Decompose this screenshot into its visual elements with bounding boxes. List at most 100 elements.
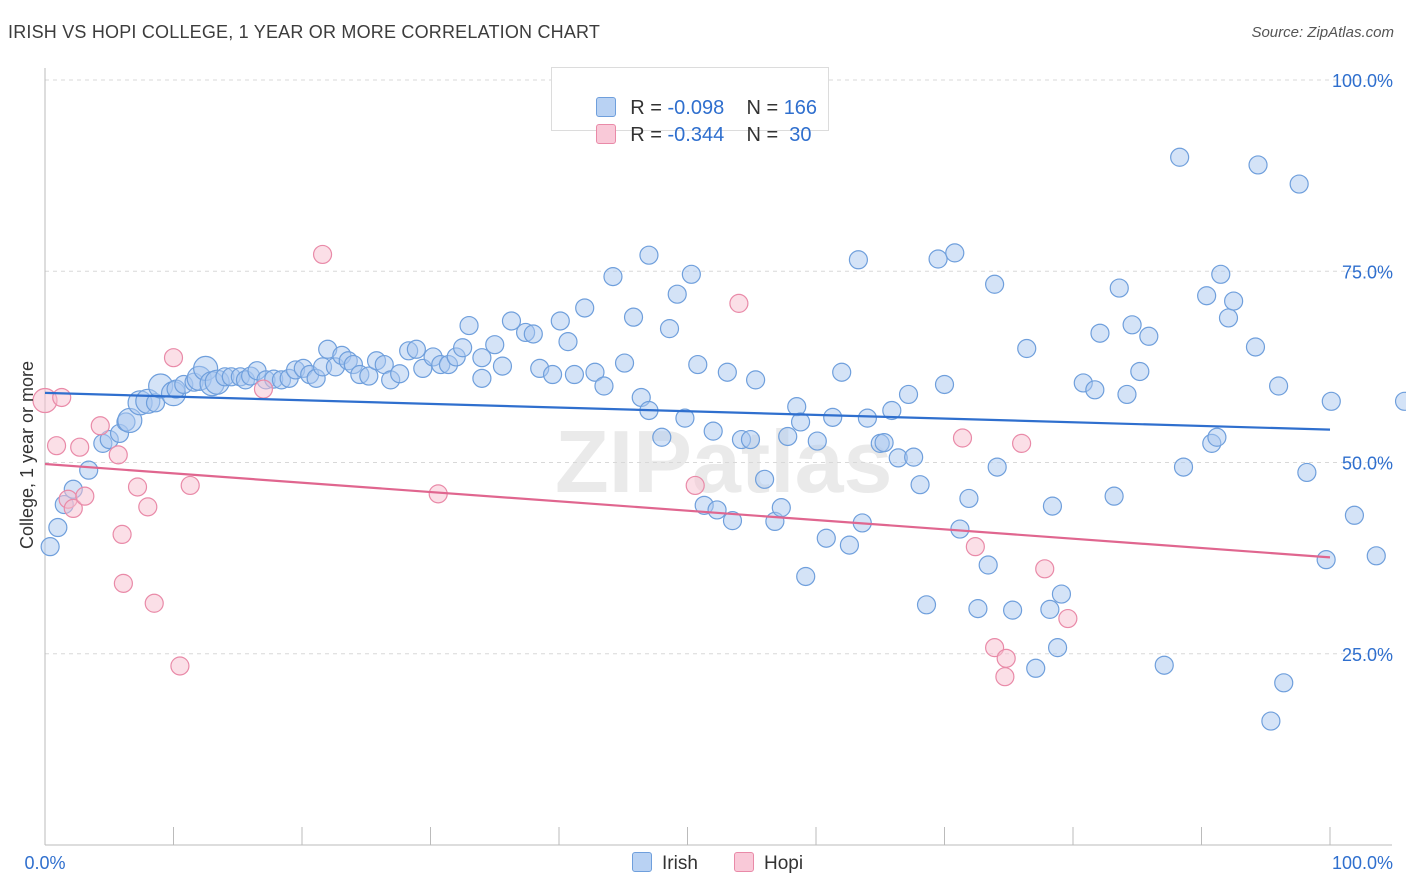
irish-point xyxy=(659,319,680,339)
hopi-point xyxy=(113,573,133,593)
hopi-point xyxy=(75,486,95,506)
hopi-point xyxy=(112,524,132,545)
hopi-point xyxy=(253,379,274,399)
irish-point xyxy=(904,447,924,467)
irish-point xyxy=(459,315,479,336)
hopi-point xyxy=(90,416,110,436)
hopi-point xyxy=(996,648,1016,668)
y-tick-label: 50.0% xyxy=(1342,454,1393,474)
correlation-legend: R = -0.098 N = 166 R = -0.344 N = 30 xyxy=(551,67,829,146)
irish-point xyxy=(585,362,605,382)
irish-point xyxy=(1090,323,1110,343)
y-tick-label: 25.0% xyxy=(1342,645,1393,665)
irish-point xyxy=(703,421,723,441)
irish-point xyxy=(985,274,1005,294)
irish-point xyxy=(675,408,695,428)
irish-point xyxy=(857,408,878,428)
irish-point xyxy=(1197,286,1217,306)
irish-point xyxy=(564,364,585,385)
irish-point xyxy=(453,338,473,358)
hopi-point xyxy=(144,593,164,613)
irish-point xyxy=(1122,315,1142,335)
irish-trend-line xyxy=(44,391,1331,431)
irish-point xyxy=(1017,338,1037,359)
irish-point xyxy=(1289,174,1309,194)
irish-point xyxy=(968,599,988,619)
irish-point xyxy=(492,356,513,376)
bottom-legend-hopi: Hopi xyxy=(734,852,803,875)
irish-point xyxy=(916,595,937,615)
hopi-point xyxy=(685,475,705,496)
irish-point xyxy=(1047,638,1068,658)
irish-point xyxy=(707,500,727,520)
legend-row-irish: R = -0.098 N = 166 xyxy=(574,74,817,119)
hopi-trend-line xyxy=(44,462,1331,559)
irish-point xyxy=(639,245,659,265)
irish-point xyxy=(652,427,672,447)
irish-point xyxy=(390,364,410,384)
irish-point xyxy=(882,400,902,421)
chart-title: IRISH VS HOPI COLLEGE, 1 YEAR OR MORE CO… xyxy=(8,22,601,42)
irish-point xyxy=(959,488,979,509)
hopi-point xyxy=(170,656,190,676)
irish-point xyxy=(1218,308,1239,328)
bottom-legend-irish: Irish xyxy=(632,852,698,875)
irish-point xyxy=(832,362,852,382)
irish-point xyxy=(1344,505,1365,525)
irish-point xyxy=(807,431,827,451)
irish-point xyxy=(667,284,687,304)
hopi-point xyxy=(180,475,200,496)
irish-point xyxy=(934,374,955,395)
irish-point xyxy=(945,243,965,263)
grid-lines xyxy=(45,79,1392,655)
irish-point xyxy=(823,407,843,427)
irish-point xyxy=(1085,380,1105,400)
hopi-point xyxy=(163,348,184,368)
irish-point xyxy=(796,566,816,587)
hopi-point xyxy=(52,387,72,408)
irish-point xyxy=(40,537,60,557)
hopi-point xyxy=(63,498,83,518)
axes xyxy=(44,68,1392,846)
series-hopi xyxy=(32,244,1078,687)
hopi-legend-swatch xyxy=(734,852,754,872)
trend-lines xyxy=(44,391,1331,559)
irish-n-value: 166 xyxy=(783,97,818,119)
irish-point xyxy=(1170,147,1190,167)
y-tick-label: 100.0% xyxy=(1332,71,1393,91)
hopi-point xyxy=(1011,433,1032,453)
irish-point xyxy=(1026,658,1046,678)
irish-point xyxy=(542,364,563,385)
tick-labels: 25.0% 50.0% 75.0% 100.0% 0.0% 100.0% xyxy=(24,71,1393,873)
irish-point xyxy=(406,339,426,359)
irish-point xyxy=(1245,337,1266,357)
irish-point xyxy=(848,250,869,270)
irish-point xyxy=(614,353,635,373)
hopi-point xyxy=(729,293,749,313)
hopi-point xyxy=(1035,559,1055,579)
irish-point xyxy=(1394,391,1406,411)
irish-point xyxy=(1316,550,1336,570)
irish-point xyxy=(1268,376,1289,396)
irish-point xyxy=(1042,496,1063,516)
irish-point xyxy=(1130,361,1150,382)
legend-row-hopi: R = -0.344 N = 30 xyxy=(574,101,812,146)
irish-point xyxy=(48,517,68,538)
hopi-point xyxy=(1058,608,1078,629)
irish-point xyxy=(485,335,505,355)
irish-point xyxy=(1321,391,1341,411)
y-tick-label: 75.0% xyxy=(1342,262,1393,282)
irish-point xyxy=(790,412,811,432)
irish-point xyxy=(910,475,930,495)
irish-point xyxy=(1109,278,1129,298)
hopi-point xyxy=(312,244,333,265)
irish-r-value: -0.098 xyxy=(667,97,725,119)
watermark: ZIPatlas xyxy=(555,412,892,511)
irish-point xyxy=(754,469,775,489)
irish-point xyxy=(746,370,766,390)
irish-point xyxy=(1211,264,1231,284)
irish-point xyxy=(359,366,379,386)
irish-point xyxy=(623,307,644,327)
x-tick-label-min: 0.0% xyxy=(24,853,65,873)
